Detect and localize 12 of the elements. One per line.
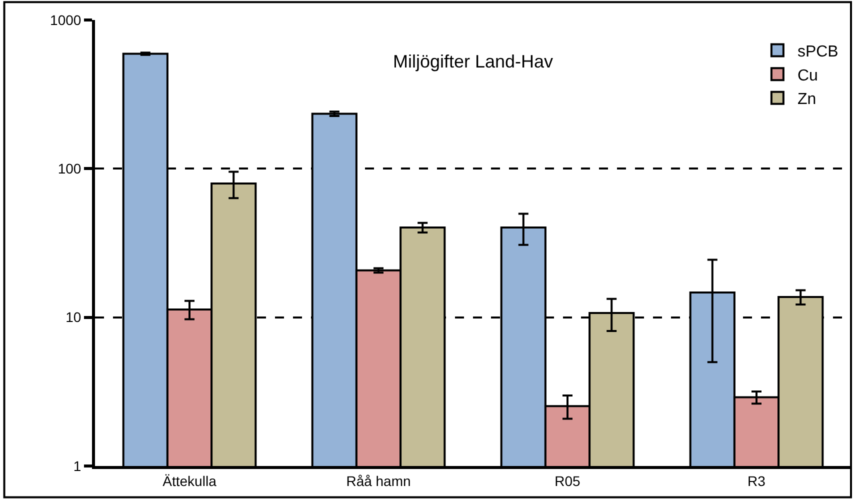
y-tick-label: 1000 [50,12,82,28]
y-tick-label: 10 [66,309,82,326]
text: Miljögifter Land-Hav [392,51,554,72]
x-tick-label: R3 [748,472,766,489]
legend-label: Zn [797,91,816,108]
x-tick-label: R05 [554,472,581,489]
y-tick-label: 100 [58,160,82,177]
x-tick-label: Råå hamn [346,472,411,489]
y-tick-label: 1 [73,458,82,474]
x-tick-label: Ättekulla [162,472,217,489]
legend-label: Cu [797,67,818,84]
legend-label: sPCB [797,44,838,61]
